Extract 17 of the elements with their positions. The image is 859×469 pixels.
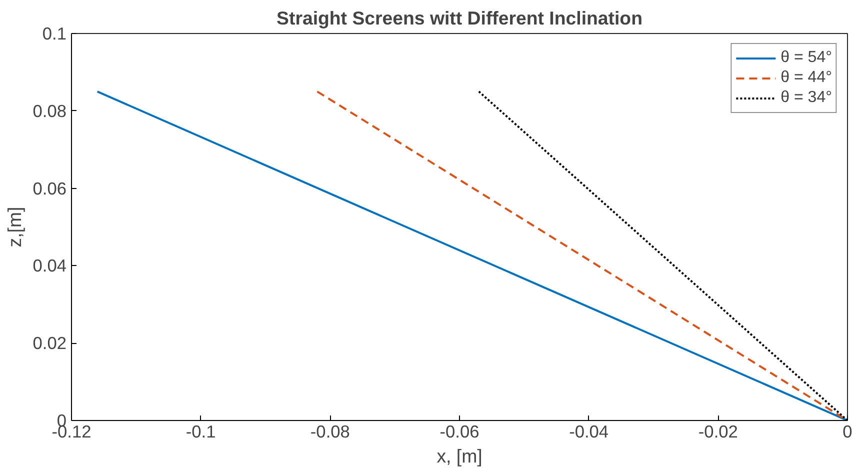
x-tick-label: -0.02 <box>698 422 738 442</box>
y-tick-label: 0.04 <box>32 256 67 276</box>
x-tick-label: -0.04 <box>569 422 609 442</box>
x-tick-label: -0.08 <box>310 422 350 442</box>
x-tick-label: -0.1 <box>186 422 216 442</box>
legend-label: θ = 34° <box>780 89 832 107</box>
y-axis-title: z,[m] <box>4 206 25 248</box>
y-tick-label: 0.1 <box>42 24 67 44</box>
legend-label: θ = 54° <box>780 49 832 67</box>
x-tick-label: -0.06 <box>440 422 480 442</box>
y-tick-label: 0.08 <box>32 100 67 121</box>
legend-label: θ = 44° <box>780 69 832 87</box>
x-axis-title: x, [m] <box>436 446 482 466</box>
y-tick-label: 0.06 <box>32 178 67 198</box>
y-tick-label: 0.02 <box>32 333 67 354</box>
x-tick-label: 0 <box>842 422 852 442</box>
chart-title: Straight Screens witt Different Inclination <box>276 8 642 28</box>
